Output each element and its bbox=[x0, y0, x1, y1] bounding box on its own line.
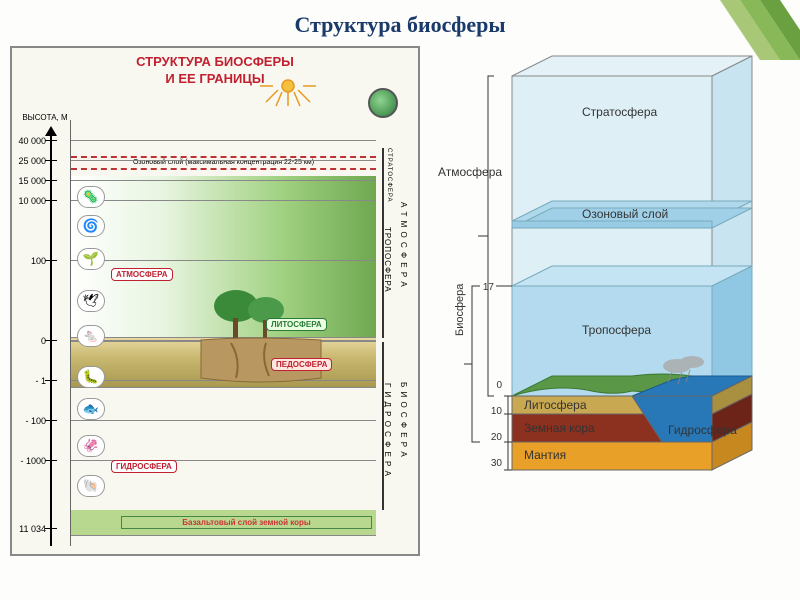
pedosphere-tag: ПЕДОСФЕРА bbox=[271, 358, 332, 371]
svg-text:30: 30 bbox=[491, 458, 503, 469]
ozone-label: Озоновый слой bbox=[582, 207, 668, 221]
organism-icon: 🦠 bbox=[77, 186, 105, 208]
svg-text:0: 0 bbox=[496, 380, 502, 391]
svg-text:20: 20 bbox=[491, 432, 503, 443]
vegetation-icon bbox=[191, 288, 341, 408]
biosphere-label-r: Биосфера bbox=[454, 283, 466, 336]
svg-text:10: 10 bbox=[491, 406, 503, 417]
basalt-label: Базальтовый слой земной коры bbox=[121, 516, 372, 529]
left-header-line1: СТРУКТУРА БИОСФЕРЫ bbox=[12, 54, 418, 71]
crust-label: Земная кора bbox=[524, 421, 595, 435]
page-title: Структура биосферы bbox=[0, 0, 800, 46]
organism-icon: 🐟 bbox=[77, 398, 105, 420]
right-3d-diagram: Стратосфера Озоновый слой Тропосфера Лит… bbox=[432, 46, 772, 556]
atmosphere-bracket: А Т М О С Ф Е Р А bbox=[399, 150, 408, 340]
axis-tick: - 1 bbox=[16, 376, 46, 386]
axis-tick: 11 034 bbox=[16, 524, 46, 534]
depth-scale: 0 10 20 30 bbox=[491, 380, 512, 470]
hydrosphere-label-r: Гидросфера bbox=[668, 423, 737, 437]
atmosphere-tag: АТМОСФЕРА bbox=[111, 268, 173, 281]
stratosphere-label: Стратосфера bbox=[582, 105, 658, 119]
hydrosphere-tag: ГИДРОСФЕРА bbox=[111, 460, 177, 473]
troposphere-label: Тропосфера bbox=[582, 323, 651, 337]
organism-icon: 🦑 bbox=[77, 435, 105, 457]
organism-icon: 🌱 bbox=[77, 248, 105, 270]
tropo-mark: 17 bbox=[483, 282, 495, 293]
axis-tick: - 100 bbox=[16, 416, 46, 426]
sun-icon bbox=[258, 78, 318, 108]
axis-tick: 0 bbox=[16, 336, 46, 346]
axis-tick: 15 000 bbox=[16, 176, 46, 186]
biosphere-bracket: Б И О С Ф Е Р А bbox=[399, 320, 408, 520]
organism-icon: 🌀 bbox=[77, 215, 105, 237]
organism-icon: 🕊 bbox=[77, 290, 105, 312]
organism-icon: 🐁 bbox=[77, 325, 105, 347]
left-header-line2: И ЕЕ ГРАНИЦЫ bbox=[12, 71, 418, 88]
y-axis: ВЫСОТА, М 40 000 25 000 15 000 10 000 10… bbox=[20, 120, 70, 546]
axis-tick: - 1000 bbox=[16, 456, 46, 466]
axis-tick: 10 000 bbox=[16, 196, 46, 206]
globe-icon bbox=[368, 88, 398, 118]
axis-tick: 40 000 bbox=[16, 136, 46, 146]
left-diagram: СТРУКТУРА БИОСФЕРЫ И ЕЕ ГРАНИЦЫ ВЫСОТА, … bbox=[10, 46, 420, 556]
organism-icon: 🐚 bbox=[77, 475, 105, 497]
ozone-band: Озоновый слой (максимальная концентрация… bbox=[71, 156, 376, 170]
lithosphere-tag: ЛИТОСФЕРА bbox=[266, 318, 327, 331]
lithosphere-label: Литосфера bbox=[524, 398, 587, 412]
axis-tick: 100 bbox=[16, 256, 46, 266]
left-header: СТРУКТУРА БИОСФЕРЫ И ЕЕ ГРАНИЦЫ bbox=[12, 48, 418, 90]
axis-title: ВЫСОТА, М bbox=[20, 114, 70, 122]
atmosphere-label-r: Атмосфера bbox=[438, 165, 502, 179]
organism-icon: 🐛 bbox=[77, 366, 105, 388]
axis-tick: 25 000 bbox=[16, 156, 46, 166]
layer-diagram: Озоновый слой (максимальная концентрация… bbox=[70, 120, 410, 546]
mantle-label: Мантия bbox=[524, 448, 566, 462]
